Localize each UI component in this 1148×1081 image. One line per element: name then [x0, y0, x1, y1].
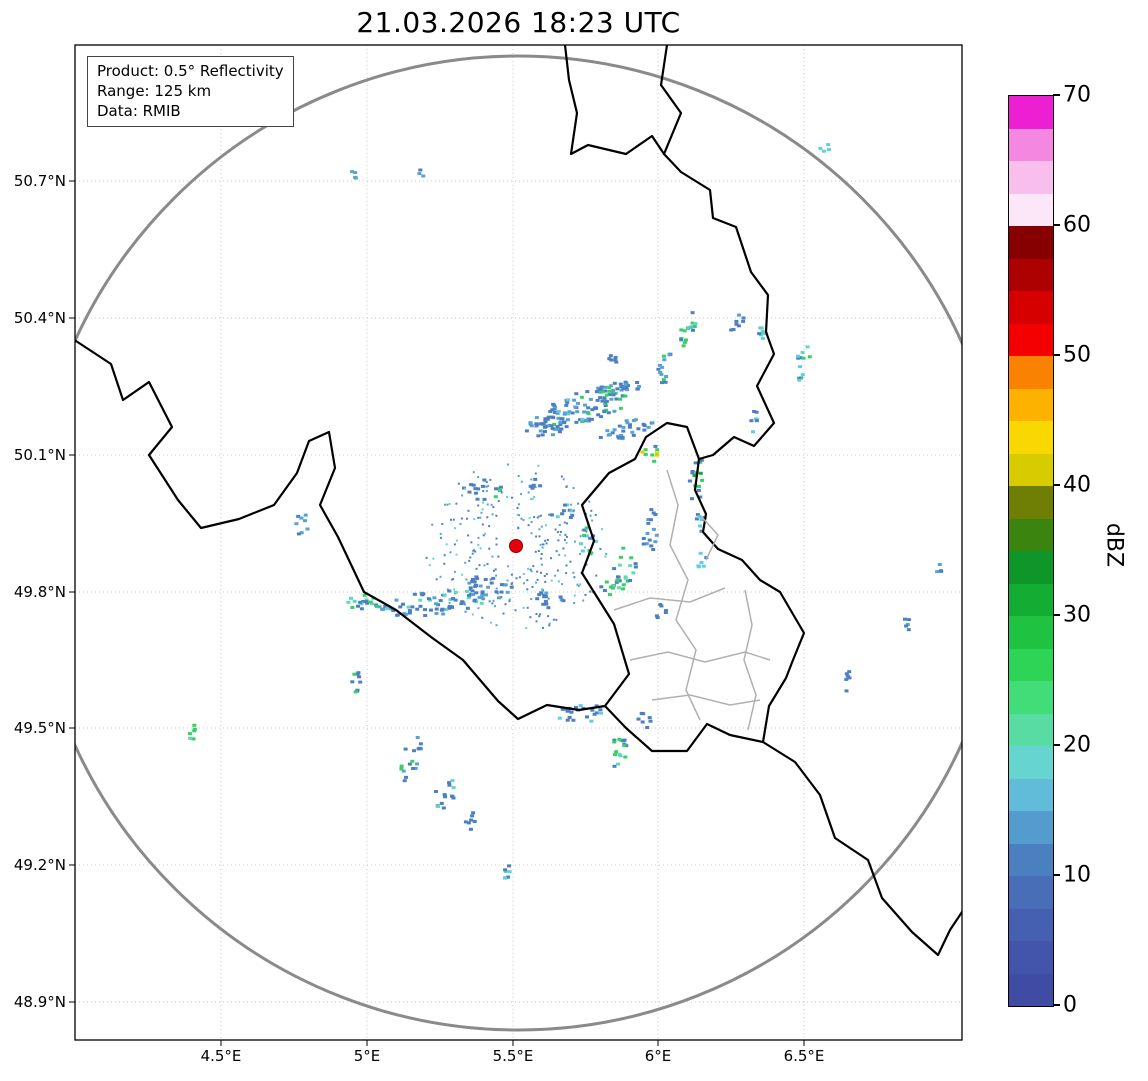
y-axis-tick-label: 50.1°N	[13, 446, 66, 464]
info-product-line: Product: 0.5° Reflectivity	[97, 62, 284, 80]
colorbar-tick-mark	[1053, 1004, 1060, 1006]
x-axis-tick-label: 6.5°E	[783, 1047, 825, 1065]
product-info-box: Product: 0.5° Reflectivity Range: 125 km…	[87, 56, 294, 128]
x-axis-tick-label: 5.5°E	[492, 1047, 534, 1065]
colorbar-segment	[1009, 681, 1053, 714]
colorbar-tick-mark	[1053, 744, 1060, 746]
colorbar-segment	[1009, 746, 1053, 779]
luxembourg-canton-borders	[613, 469, 771, 731]
y-axis-tick-label: 49.5°N	[13, 719, 66, 737]
country-borders	[75, 45, 962, 957]
colorbar-tick-label: 10	[1063, 862, 1091, 888]
colorbar-segment	[1009, 843, 1053, 876]
colorbar-segment	[1009, 583, 1053, 616]
colorbar-tick-label: 40	[1063, 472, 1091, 498]
colorbar-segment	[1009, 778, 1053, 811]
border-belgium-germany	[662, 152, 776, 461]
range-ring	[75, 54, 962, 1032]
y-axis-tick-label: 49.2°N	[13, 856, 66, 874]
colorbar-segment	[1009, 356, 1053, 389]
radar-site-marker	[509, 539, 523, 553]
border-netherlands-germany	[659, 45, 683, 156]
colorbar-tick-label: 30	[1063, 602, 1091, 628]
border-france-germany	[761, 740, 962, 957]
colorbar-segment	[1009, 323, 1053, 356]
colorbar-segment	[1009, 421, 1053, 454]
colorbar-segment	[1009, 226, 1053, 259]
colorbar	[1008, 95, 1054, 1007]
colorbar-tick-label: 60	[1063, 212, 1091, 238]
colorbar-segment	[1009, 161, 1053, 194]
plot-title: 21.03.2026 18:23 UTC	[356, 6, 681, 39]
colorbar-segment	[1009, 713, 1053, 746]
colorbar-tick-mark	[1053, 484, 1060, 486]
colorbar-segment	[1009, 551, 1053, 584]
colorbar-segment	[1009, 616, 1053, 649]
info-data-line: Data: RMIB	[97, 101, 181, 120]
colorbar-segment	[1009, 518, 1053, 551]
colorbar-segment	[1009, 453, 1053, 486]
colorbar-tick-label: 70	[1063, 82, 1091, 108]
colorbar-segment	[1009, 941, 1053, 974]
x-axis-tick-label: 5°E	[353, 1047, 381, 1065]
colorbar-tick-label: 20	[1063, 732, 1091, 758]
colorbar-segment	[1009, 388, 1053, 421]
colorbar-segment	[1009, 973, 1053, 1006]
colorbar-tick-mark	[1053, 94, 1060, 96]
plot-frame	[74, 44, 963, 1041]
border-netherlands-west	[563, 45, 666, 156]
border-luxembourg	[580, 421, 806, 753]
info-range-line: Range: 125 km	[97, 81, 212, 100]
colorbar-segment	[1009, 291, 1053, 324]
colorbar-tick-mark	[1053, 224, 1060, 226]
colorbar-tick-label: 0	[1063, 992, 1077, 1018]
colorbar-tick-mark	[1053, 354, 1060, 356]
border-belgium-france	[75, 339, 607, 721]
x-axis-tick-label: 6°E	[644, 1047, 672, 1065]
colorbar-segment	[1009, 876, 1053, 909]
y-axis-tick-label: 50.4°N	[13, 309, 66, 327]
colorbar-tick-mark	[1053, 614, 1060, 616]
colorbar-segment	[1009, 811, 1053, 844]
y-axis-tick-label: 48.9°N	[13, 993, 66, 1011]
axis-tick-marks	[69, 180, 805, 1046]
colorbar-tick-label: 50	[1063, 342, 1091, 368]
colorbar-unit-label: dBZ	[1101, 522, 1127, 568]
y-axis-tick-label: 49.8°N	[13, 583, 66, 601]
colorbar-segment	[1009, 486, 1053, 519]
colorbar-segment	[1009, 96, 1053, 129]
colorbar-segment	[1009, 648, 1053, 681]
colorbar-segment	[1009, 128, 1053, 161]
colorbar-tick-mark	[1053, 874, 1060, 876]
y-axis-tick-label: 50.7°N	[13, 172, 66, 190]
radar-echo-layer	[187, 143, 944, 880]
colorbar-segment	[1009, 258, 1053, 291]
colorbar-segment	[1009, 908, 1053, 941]
colorbar-segment	[1009, 193, 1053, 226]
x-axis-tick-label: 4.5°E	[200, 1047, 242, 1065]
